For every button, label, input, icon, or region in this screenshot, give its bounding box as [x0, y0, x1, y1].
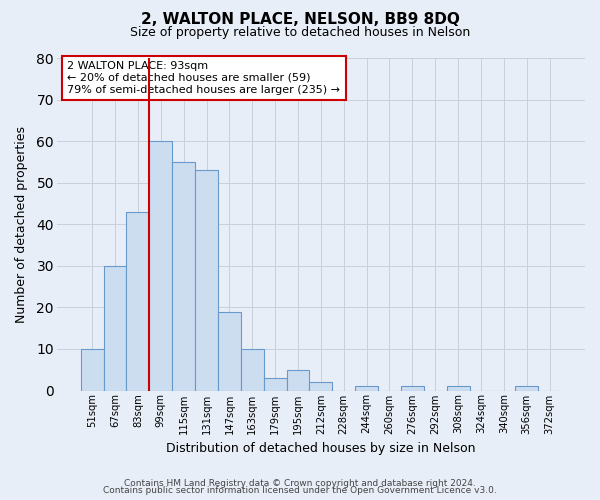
Bar: [310, 382, 332, 390]
Bar: [127, 212, 149, 390]
X-axis label: Distribution of detached houses by size in Nelson: Distribution of detached houses by size …: [166, 442, 476, 455]
Bar: [241, 349, 263, 391]
Bar: [355, 386, 378, 390]
Y-axis label: Number of detached properties: Number of detached properties: [15, 126, 28, 323]
Bar: [195, 170, 218, 390]
Bar: [515, 386, 538, 390]
Text: Contains HM Land Registry data © Crown copyright and database right 2024.: Contains HM Land Registry data © Crown c…: [124, 478, 476, 488]
Bar: [172, 162, 195, 390]
Text: 2, WALTON PLACE, NELSON, BB9 8DQ: 2, WALTON PLACE, NELSON, BB9 8DQ: [140, 12, 460, 28]
Bar: [263, 378, 287, 390]
Bar: [287, 370, 310, 390]
Bar: [218, 312, 241, 390]
Bar: [446, 386, 470, 390]
Bar: [104, 266, 127, 390]
Text: Contains public sector information licensed under the Open Government Licence v3: Contains public sector information licen…: [103, 486, 497, 495]
Bar: [81, 349, 104, 391]
Text: Size of property relative to detached houses in Nelson: Size of property relative to detached ho…: [130, 26, 470, 39]
Bar: [401, 386, 424, 390]
Text: 2 WALTON PLACE: 93sqm
← 20% of detached houses are smaller (59)
79% of semi-deta: 2 WALTON PLACE: 93sqm ← 20% of detached …: [67, 62, 340, 94]
Bar: [149, 141, 172, 390]
